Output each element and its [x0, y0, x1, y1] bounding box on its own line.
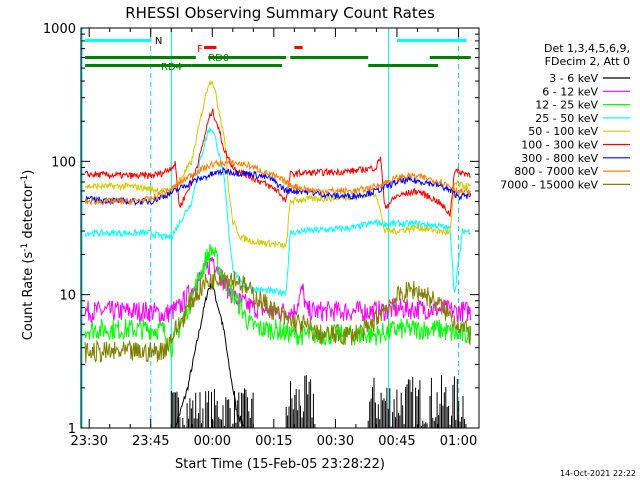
series-line-5	[84, 80, 472, 251]
decimation-bar	[208, 56, 287, 59]
legend-label: 800 - 7000 keV	[514, 165, 598, 178]
legend-header: FDecim 2, Att 0	[545, 55, 630, 68]
legend-label: 3 - 6 keV	[549, 72, 598, 85]
legend-label: 7000 - 15000 keV	[500, 178, 598, 191]
legend-label: 300 - 800 keV	[521, 152, 598, 165]
y-axis-label: Count Rate (s-1 detector-1)	[20, 170, 36, 341]
series-line-1	[174, 283, 246, 429]
chart-title: RHESSI Observing Summary Count Rates	[125, 4, 435, 22]
legend-label: 100 - 300 keV	[521, 139, 598, 152]
night-label: N	[155, 36, 162, 47]
rd0-label: RD0	[208, 53, 229, 64]
saa-bar	[294, 46, 303, 49]
y-tick-label: 10	[59, 289, 76, 304]
x-tick-label: 00:30	[317, 434, 354, 449]
flare-bar	[204, 46, 217, 49]
series-line-6	[84, 108, 471, 218]
timestamp: 14-Oct-2021 22:22	[560, 469, 636, 478]
x-tick-label: 23:45	[132, 434, 169, 449]
x-tick-label: 00:00	[194, 434, 231, 449]
legend-label: 12 - 25 keV	[535, 99, 598, 112]
decimation-bar	[290, 56, 369, 59]
decimation-bar	[85, 56, 196, 59]
night-bar	[396, 39, 467, 42]
decimation-bar	[429, 56, 471, 59]
decimation-bar	[191, 64, 283, 67]
series-noise-1	[170, 375, 467, 428]
y-tick-label: 1	[68, 422, 76, 437]
y-tick-label: 1000	[43, 22, 76, 37]
rd4-label: RD4	[161, 62, 182, 73]
series-line-4	[84, 127, 471, 298]
night-bar	[85, 39, 151, 42]
x-tick-label: 00:45	[378, 434, 415, 449]
x-tick-label: 01:00	[440, 434, 477, 449]
series-line-8	[84, 158, 471, 207]
series-line-3	[84, 243, 472, 358]
legend-header: Det 1,3,4,5,6,9,	[544, 42, 630, 55]
plot-frame	[80, 27, 480, 429]
y-tick-label: 100	[51, 155, 76, 170]
legend-label: 25 - 50 keV	[535, 112, 598, 125]
x-tick-label: 00:15	[255, 434, 292, 449]
decimation-bar	[85, 64, 192, 67]
legend-label: 50 - 100 keV	[528, 125, 598, 138]
legend-label: 6 - 12 keV	[542, 85, 598, 98]
decimation-bar	[368, 64, 438, 67]
x-axis-label: Start Time (15-Feb-05 23:28:22)	[175, 457, 385, 472]
series-line-9	[84, 269, 472, 363]
flare-label: F	[197, 44, 203, 55]
x-tick-label: 23:30	[70, 434, 107, 449]
